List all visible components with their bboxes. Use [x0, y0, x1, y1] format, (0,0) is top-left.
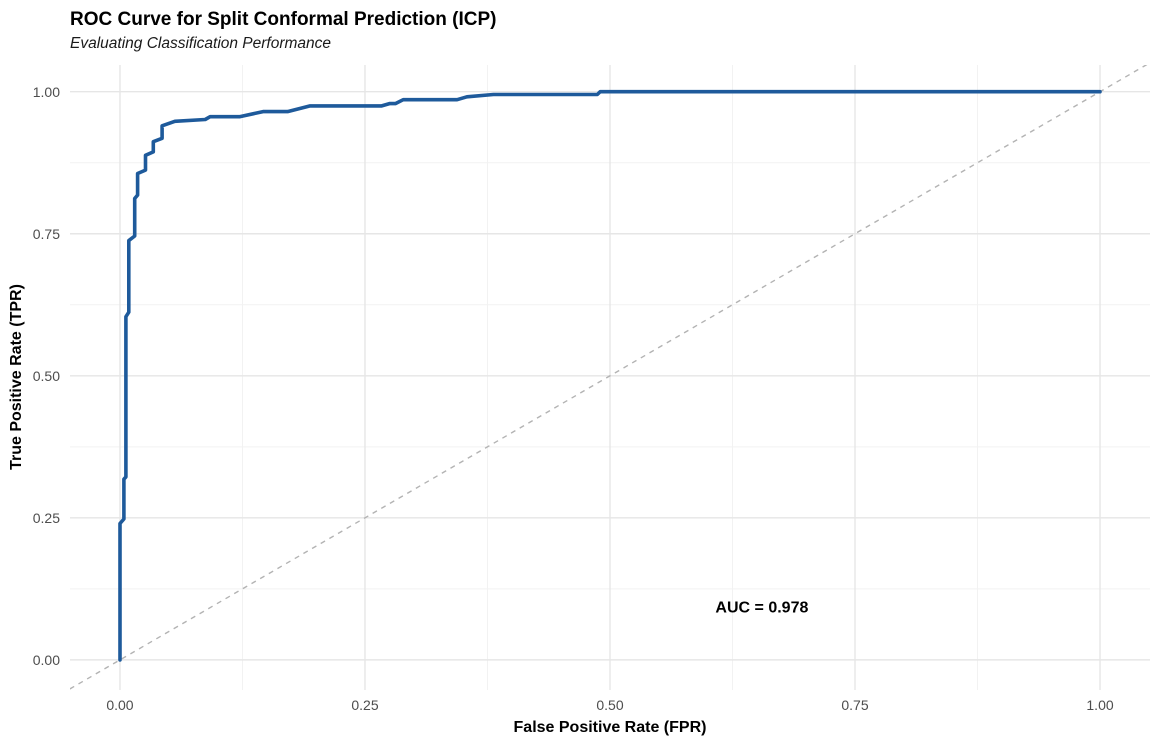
auc-annotation: AUC = 0.978 — [715, 600, 808, 617]
x-tick-label: 0.50 — [596, 697, 624, 713]
y-tick-label: 0.50 — [32, 367, 60, 384]
x-tick-label: 0.00 — [106, 697, 134, 713]
chart-title: ROC Curve for Split Conformal Prediction… — [70, 9, 497, 30]
y-tick-label: 0.75 — [32, 225, 60, 242]
chance-diagonal-line — [70, 65, 1148, 690]
roc-curve-line — [118, 89, 1102, 662]
roc-plot-svg: AUC = 0.978 — [70, 65, 1150, 690]
plot-panel: AUC = 0.978 — [70, 65, 1150, 690]
y-tick-label: 1.00 — [32, 83, 60, 100]
y-axis-title: True Positive Rate (TPR) — [8, 284, 25, 470]
x-tick-label: 1.00 — [1086, 697, 1114, 713]
y-tick-label: 0.25 — [32, 509, 60, 526]
y-tick-label: 0.00 — [32, 651, 60, 668]
x-tick-label: 0.75 — [841, 697, 869, 713]
chart-subtitle: Evaluating Classification Performance — [70, 35, 332, 52]
x-tick-label: 0.25 — [351, 697, 379, 713]
x-axis-title: False Positive Rate (FPR) — [513, 719, 707, 736]
